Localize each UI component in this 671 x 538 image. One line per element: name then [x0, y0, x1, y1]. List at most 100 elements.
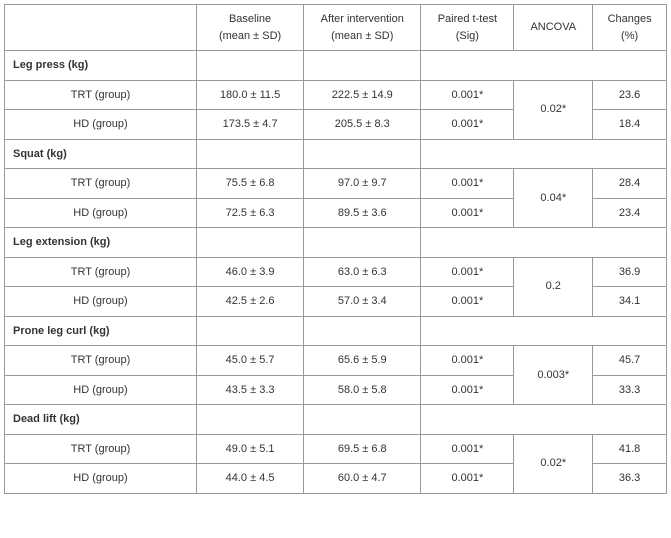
cell-after: 65.6 ± 5.9 [304, 346, 421, 376]
header-blank [5, 5, 197, 51]
blank-cell [197, 228, 304, 258]
section-squat: Squat (kg) [5, 139, 667, 169]
cell-baseline: 75.5 ± 6.8 [197, 169, 304, 199]
table-row: TRT (group) 45.0 ± 5.7 65.6 ± 5.9 0.001*… [5, 346, 667, 376]
cell-after: 60.0 ± 4.7 [304, 464, 421, 494]
section-leg-press: Leg press (kg) [5, 51, 667, 81]
header-ttest: Paired t-test (Sig) [421, 5, 514, 51]
cell-baseline: 46.0 ± 3.9 [197, 257, 304, 287]
cell-changes: 23.6 [593, 80, 667, 110]
table-row: TRT (group) 75.5 ± 6.8 97.0 ± 9.7 0.001*… [5, 169, 667, 199]
header-changes: Changes (%) [593, 5, 667, 51]
cell-after: 69.5 ± 6.8 [304, 434, 421, 464]
table-body: Leg press (kg) TRT (group) 180.0 ± 11.5 … [5, 51, 667, 494]
cell-baseline: 43.5 ± 3.3 [197, 375, 304, 405]
cell-after: 89.5 ± 3.6 [304, 198, 421, 228]
header-after: After intervention (mean ± SD) [304, 5, 421, 51]
row-label-trt: TRT (group) [5, 346, 197, 376]
header-ancova: ANCOVA [514, 5, 593, 51]
cell-ttest: 0.001* [421, 287, 514, 317]
cell-baseline: 72.5 ± 6.3 [197, 198, 304, 228]
cell-ancova: 0.02* [514, 80, 593, 139]
header-after-l1: After intervention [321, 13, 404, 25]
cell-baseline: 173.5 ± 4.7 [197, 110, 304, 140]
row-label-hd: HD (group) [5, 287, 197, 317]
row-label-hd: HD (group) [5, 375, 197, 405]
cell-ancova: 0.003* [514, 346, 593, 405]
blank-cell [197, 316, 304, 346]
blank-merged [421, 316, 667, 346]
cell-changes: 41.8 [593, 434, 667, 464]
cell-ttest: 0.001* [421, 110, 514, 140]
cell-ttest: 0.001* [421, 257, 514, 287]
cell-ttest: 0.001* [421, 346, 514, 376]
cell-after: 205.5 ± 8.3 [304, 110, 421, 140]
header-ttest-l2: (Sig) [456, 30, 479, 42]
cell-changes: 36.9 [593, 257, 667, 287]
blank-cell [304, 405, 421, 435]
row-label-trt: TRT (group) [5, 434, 197, 464]
table-row: TRT (group) 46.0 ± 3.9 63.0 ± 6.3 0.001*… [5, 257, 667, 287]
row-label-trt: TRT (group) [5, 257, 197, 287]
section-dead: Dead lift (kg) [5, 405, 667, 435]
cell-ttest: 0.001* [421, 434, 514, 464]
cell-after: 58.0 ± 5.8 [304, 375, 421, 405]
section-title: Prone leg curl (kg) [5, 316, 197, 346]
cell-after: 97.0 ± 9.7 [304, 169, 421, 199]
blank-merged [421, 405, 667, 435]
cell-baseline: 44.0 ± 4.5 [197, 464, 304, 494]
cell-after: 222.5 ± 14.9 [304, 80, 421, 110]
cell-baseline: 49.0 ± 5.1 [197, 434, 304, 464]
blank-cell [197, 405, 304, 435]
blank-merged [421, 139, 667, 169]
cell-ttest: 0.001* [421, 169, 514, 199]
cell-ancova: 0.04* [514, 169, 593, 228]
section-title: Leg extension (kg) [5, 228, 197, 258]
cell-ancova: 0.02* [514, 434, 593, 493]
blank-cell [304, 228, 421, 258]
cell-baseline: 42.5 ± 2.6 [197, 287, 304, 317]
header-row: Baseline (mean ± SD) After intervention … [5, 5, 667, 51]
row-label-hd: HD (group) [5, 110, 197, 140]
cell-ttest: 0.001* [421, 198, 514, 228]
row-label-hd: HD (group) [5, 198, 197, 228]
section-prone: Prone leg curl (kg) [5, 316, 667, 346]
table-row: TRT (group) 180.0 ± 11.5 222.5 ± 14.9 0.… [5, 80, 667, 110]
header-baseline-l1: Baseline [229, 13, 271, 25]
cell-changes: 33.3 [593, 375, 667, 405]
header-baseline: Baseline (mean ± SD) [197, 5, 304, 51]
cell-changes: 36.3 [593, 464, 667, 494]
cell-changes: 45.7 [593, 346, 667, 376]
header-baseline-l2: (mean ± SD) [219, 30, 281, 42]
cell-baseline: 180.0 ± 11.5 [197, 80, 304, 110]
row-label-hd: HD (group) [5, 464, 197, 494]
cell-baseline: 45.0 ± 5.7 [197, 346, 304, 376]
blank-cell [304, 139, 421, 169]
header-changes-l2: (%) [621, 30, 638, 42]
blank-cell [304, 316, 421, 346]
table-row: TRT (group) 49.0 ± 5.1 69.5 ± 6.8 0.001*… [5, 434, 667, 464]
cell-ancova: 0.2 [514, 257, 593, 316]
blank-cell [197, 139, 304, 169]
blank-merged [421, 51, 667, 81]
cell-after: 63.0 ± 6.3 [304, 257, 421, 287]
blank-cell [304, 51, 421, 81]
blank-merged [421, 228, 667, 258]
section-title: Leg press (kg) [5, 51, 197, 81]
cell-changes: 34.1 [593, 287, 667, 317]
cell-changes: 28.4 [593, 169, 667, 199]
cell-changes: 23.4 [593, 198, 667, 228]
cell-changes: 18.4 [593, 110, 667, 140]
results-table: Baseline (mean ± SD) After intervention … [4, 4, 667, 494]
section-leg-ext: Leg extension (kg) [5, 228, 667, 258]
cell-ttest: 0.001* [421, 464, 514, 494]
cell-ttest: 0.001* [421, 80, 514, 110]
section-title: Squat (kg) [5, 139, 197, 169]
row-label-trt: TRT (group) [5, 80, 197, 110]
header-ancova-text: ANCOVA [530, 21, 576, 33]
header-ttest-l1: Paired t-test [438, 13, 497, 25]
header-after-l2: (mean ± SD) [331, 30, 393, 42]
row-label-trt: TRT (group) [5, 169, 197, 199]
cell-ttest: 0.001* [421, 375, 514, 405]
section-title: Dead lift (kg) [5, 405, 197, 435]
